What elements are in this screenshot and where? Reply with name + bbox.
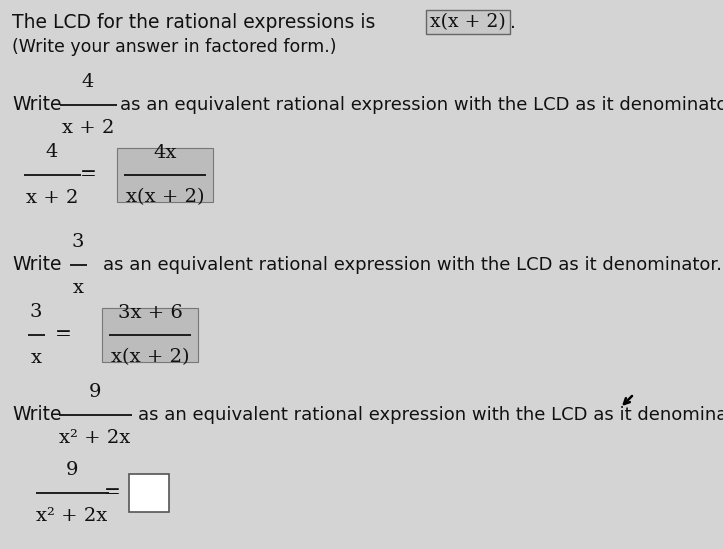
Text: 9: 9 [89,383,101,401]
Text: x(x + 2): x(x + 2) [111,348,189,366]
Text: x(x + 2): x(x + 2) [430,13,506,31]
FancyBboxPatch shape [117,148,213,202]
Text: 4: 4 [82,73,94,91]
FancyBboxPatch shape [129,474,169,512]
Text: Write: Write [12,406,61,424]
Text: as an equivalent rational expression with the LCD as it denominator.: as an equivalent rational expression wit… [103,256,722,274]
Text: x(x + 2): x(x + 2) [126,188,205,206]
Text: x² + 2x: x² + 2x [59,429,131,447]
FancyBboxPatch shape [102,308,198,362]
Text: x + 2: x + 2 [61,119,114,137]
Text: Write: Write [12,96,61,115]
Text: 3x + 6: 3x + 6 [118,304,182,322]
Text: x: x [72,279,83,297]
Text: as an equivalent rational expression with the LCD as it denominator.: as an equivalent rational expression wit… [138,406,723,424]
Text: x: x [30,349,41,367]
Text: =: = [80,165,96,184]
Text: =: = [103,484,121,502]
Text: 3: 3 [30,303,42,321]
Text: as an equivalent rational expression with the LCD as it denominator.: as an equivalent rational expression wit… [120,96,723,114]
Text: 4: 4 [46,143,58,161]
FancyBboxPatch shape [426,10,510,34]
Text: The LCD for the rational expressions is: The LCD for the rational expressions is [12,13,375,31]
Text: x² + 2x: x² + 2x [36,507,108,525]
Text: 4x: 4x [153,144,176,162]
Text: (Write your answer in factored form.): (Write your answer in factored form.) [12,38,336,56]
Text: 9: 9 [66,461,78,479]
Text: Write: Write [12,255,61,274]
Text: x + 2: x + 2 [26,189,78,207]
Text: .: . [510,13,516,31]
Text: =: = [54,326,72,345]
Text: 3: 3 [72,233,85,251]
